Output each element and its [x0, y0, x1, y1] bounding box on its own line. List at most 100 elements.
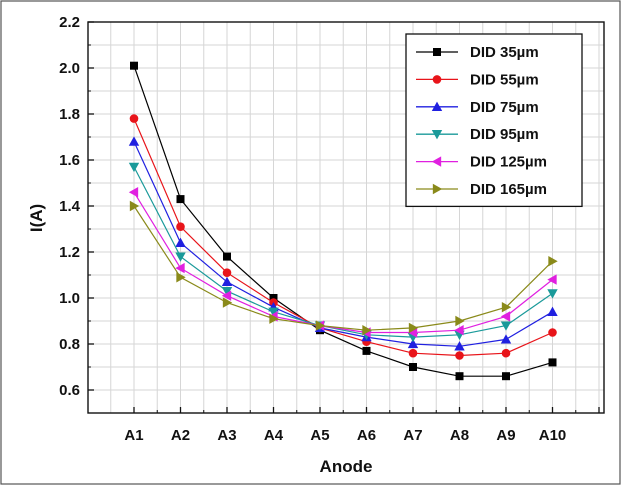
- data-point-marker: [455, 351, 464, 360]
- legend-label: DID 75µm: [470, 99, 539, 116]
- data-point-marker: [175, 252, 186, 262]
- data-point-marker: [129, 114, 139, 123]
- data-point-marker: [431, 156, 442, 167]
- legend-label: DID 35µm: [470, 44, 539, 61]
- data-point-marker: [433, 48, 441, 56]
- y-tick-label: 2.2: [59, 14, 80, 31]
- data-point-marker: [268, 307, 279, 317]
- x-tick-label: A3: [217, 427, 236, 444]
- x-tick-label: A1: [124, 427, 143, 444]
- data-point-marker: [128, 136, 140, 146]
- grid: [88, 21, 604, 413]
- y-tick-label: 1.8: [59, 106, 80, 123]
- legend-item: DID 55µm: [416, 71, 539, 88]
- data-point-marker: [269, 313, 279, 324]
- data-point-marker: [223, 252, 231, 261]
- data-point-marker: [501, 302, 512, 313]
- data-point-marker: [222, 297, 233, 308]
- plot-frame: [87, 21, 605, 414]
- x-tick-label: A2: [171, 427, 190, 444]
- y-tick-label: 1.0: [59, 290, 80, 307]
- y-tick-label: 2.0: [59, 60, 80, 77]
- x-tick-label: A7: [403, 427, 422, 444]
- data-point-marker: [221, 290, 232, 301]
- data-point-marker: [500, 334, 512, 344]
- series-line: [133, 191, 553, 334]
- x-tick-label: A5: [310, 427, 329, 444]
- data-point-marker: [221, 286, 233, 297]
- data-point-marker: [500, 321, 512, 331]
- axes: 0.6 0.8 1.0 1.2 1.4 1.6 1.8 2.0 2.2 A1 A2 A3 A4 A5 A6 A…: [59, 14, 600, 444]
- data-point-marker: [501, 348, 511, 358]
- legend-label: DID 55µm: [470, 71, 539, 88]
- data-point-marker: [408, 348, 418, 358]
- data-point-marker: [221, 276, 233, 287]
- data-point-marker: [176, 272, 186, 283]
- legend-label: DID 125µm: [470, 154, 547, 171]
- x-tick-label: A6: [357, 427, 376, 444]
- data-point-marker: [407, 338, 419, 349]
- y-tick-label: 1.2: [59, 244, 80, 261]
- data-point-marker: [222, 268, 232, 278]
- data-point-marker: [548, 328, 557, 337]
- data-point-marker: [362, 346, 371, 355]
- data-point-marker: [432, 75, 442, 84]
- data-point-marker: [176, 195, 185, 204]
- data-point-marker: [502, 372, 510, 381]
- y-tick-label: 0.6: [59, 382, 80, 399]
- data-point-marker: [500, 311, 511, 322]
- y-tick-label: 1.4: [59, 198, 81, 215]
- data-point-marker: [455, 372, 464, 381]
- data-point-marker: [548, 256, 558, 267]
- x-tick-label: A9: [496, 427, 515, 444]
- legend-box: [405, 33, 583, 208]
- y-tick-label: 1.6: [59, 152, 80, 169]
- data-point-marker: [269, 294, 278, 302]
- data-point-marker: [130, 61, 138, 70]
- series-line: [133, 205, 553, 331]
- data-point-marker: [176, 222, 185, 231]
- data-point-marker: [129, 200, 140, 212]
- series-line: [133, 141, 553, 347]
- series-line: [133, 166, 553, 338]
- data-point-marker: [409, 363, 417, 371]
- x-axis-title: Anode: [320, 457, 373, 476]
- legend-item: DID 165µm: [416, 181, 547, 198]
- data-point-marker: [431, 130, 443, 140]
- data-point-marker: [432, 183, 443, 195]
- legend-item: DID 75µm: [416, 99, 539, 116]
- legend-item: DID 95µm: [416, 126, 539, 143]
- legend-label: DID 95µm: [470, 126, 539, 143]
- data-point-marker: [175, 262, 185, 274]
- series-line: [133, 65, 553, 377]
- data-point-marker: [431, 101, 443, 111]
- y-tick-label: 0.8: [59, 336, 80, 353]
- data-point-marker: [547, 306, 558, 316]
- series-1: [130, 61, 557, 381]
- data-point-marker: [454, 325, 464, 336]
- legend-item: DID 35µm: [416, 44, 539, 61]
- data-point-marker: [547, 289, 558, 299]
- data-point-marker: [362, 325, 372, 336]
- legend-label: DID 165µm: [470, 181, 547, 198]
- data-point-marker: [408, 322, 419, 334]
- data-point-marker: [407, 327, 418, 338]
- data-point-marker: [547, 274, 557, 285]
- x-tick-label: A4: [264, 427, 284, 444]
- series-layer: [128, 61, 558, 381]
- x-tick-label: A10: [539, 427, 567, 444]
- data-point-marker: [175, 237, 186, 247]
- data-point-marker: [128, 187, 139, 198]
- x-tick-label: A8: [450, 427, 469, 444]
- y-axis-title: I(A): [27, 204, 46, 232]
- data-point-marker: [454, 341, 465, 351]
- series-line: [133, 118, 553, 357]
- data-point-marker: [548, 358, 557, 367]
- legend: DID 35µm DID 55µm DID 75µm DID 95µm DID 125µ…: [405, 33, 583, 208]
- series-6: [129, 200, 558, 336]
- data-point-marker: [128, 162, 140, 173]
- series-2: [129, 114, 557, 360]
- data-point-marker: [455, 315, 465, 327]
